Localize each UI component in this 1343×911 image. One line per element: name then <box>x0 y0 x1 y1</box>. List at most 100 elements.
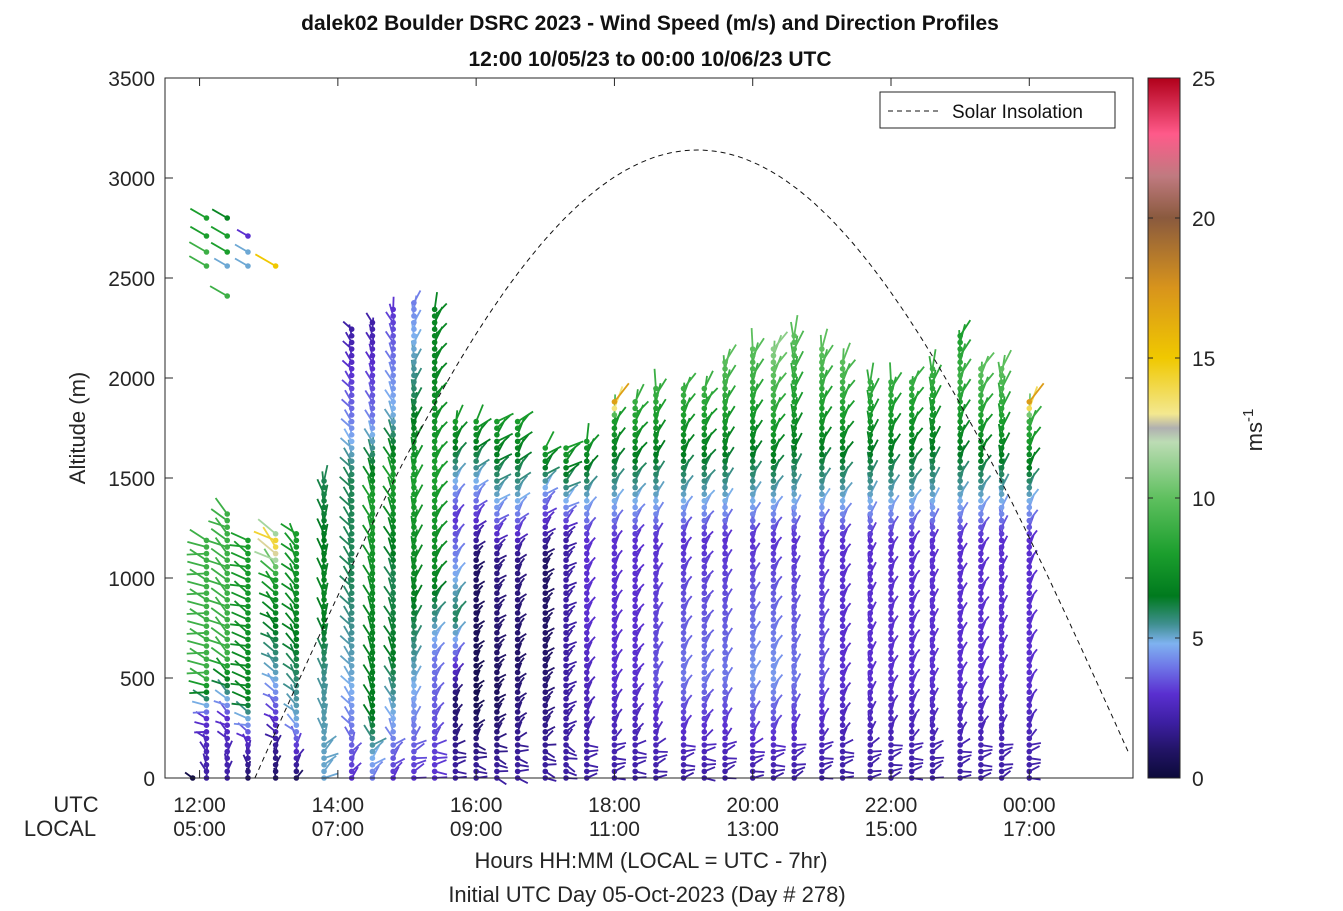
wind-barb-dot <box>929 484 936 491</box>
wind-barb-dot <box>452 498 459 504</box>
wind-barb-dot <box>293 531 300 537</box>
wind-barb-shaft <box>585 423 590 442</box>
wind-barb-dot <box>749 630 756 636</box>
wind-barb-dot <box>390 372 396 379</box>
wind-barb-dot <box>770 445 777 451</box>
wind-barb-dot <box>272 610 279 616</box>
wind-barb-dot <box>839 689 846 695</box>
wind-barb-dot <box>867 445 874 451</box>
wind-barb-dot <box>701 418 708 425</box>
wind-barb-dot <box>929 465 936 471</box>
wind-barb-dot <box>321 696 327 702</box>
wind-barb-dot <box>929 399 936 405</box>
wind-barb-dot <box>563 762 569 768</box>
wind-barb-dot <box>791 656 797 662</box>
wind-barb-dot <box>749 663 756 669</box>
wind-barb-dot <box>819 550 825 557</box>
wind-barb-dot <box>791 610 797 616</box>
wind-barb-dot <box>272 663 279 669</box>
wind-barb-dot <box>431 471 438 478</box>
wind-barb-dot <box>473 478 479 484</box>
wind-barb-dot <box>839 359 846 366</box>
wind-barb-dot <box>791 755 797 761</box>
wind-barb-dot <box>770 471 777 478</box>
wind-barb-dot <box>791 346 797 352</box>
wind-barb-dot <box>514 755 521 761</box>
wind-barb-dot <box>583 517 590 524</box>
wind-barb-dot <box>929 597 936 603</box>
wind-barb-dot <box>542 517 549 524</box>
wind-barb-dot <box>632 418 638 425</box>
wind-barb-dot <box>494 517 500 524</box>
wind-barb-dot <box>791 742 797 748</box>
wind-barb-dot <box>998 570 1005 577</box>
wind-barb-dot <box>819 663 825 669</box>
wind-barb-dot <box>819 511 825 517</box>
wind-barb-dot <box>998 412 1005 418</box>
wind-barb-dot <box>272 715 279 722</box>
wind-barb-dot <box>770 379 777 385</box>
wind-barb-dot <box>749 755 756 761</box>
wind-barb-dot <box>770 735 777 742</box>
wind-barb-dot <box>224 550 231 557</box>
wind-barb-dot <box>839 451 846 458</box>
wind-barb-dot <box>611 471 618 478</box>
wind-barb-shaft <box>790 383 796 402</box>
wind-barb-dot <box>749 583 756 590</box>
wind-barb-dot <box>452 438 459 445</box>
wind-barb-dot <box>839 682 846 689</box>
wind-barb-dot <box>888 392 894 399</box>
colorbar-tick-label: 10 <box>1192 488 1215 511</box>
wind-barb-dot <box>224 755 231 761</box>
wind-barb-dot <box>514 590 521 596</box>
wind-barb-dot <box>888 722 894 728</box>
wind-barb-dot <box>431 649 438 656</box>
wind-barb-dot <box>390 524 396 530</box>
wind-barb-dot <box>908 649 915 656</box>
wind-barb-shaft <box>841 359 857 376</box>
wind-barb-dot <box>998 379 1005 385</box>
wind-barb-dot <box>632 689 638 695</box>
wind-barb-shaft <box>362 683 374 700</box>
wind-barb-dot <box>680 412 687 418</box>
wind-barb-dot <box>888 610 894 616</box>
wind-barb-dot <box>1026 590 1033 596</box>
wind-barb-dot <box>611 425 618 432</box>
wind-barb-dot <box>583 748 590 755</box>
wind-barb-dot <box>293 544 300 550</box>
wind-barb-dot <box>888 636 894 643</box>
wind-barb-dot <box>791 379 797 385</box>
wind-barb-dot <box>998 689 1005 695</box>
wind-barb-dot <box>701 603 708 610</box>
wind-barb-dot <box>791 366 797 372</box>
wind-barb-dot <box>998 715 1005 722</box>
wind-barb-dot <box>369 768 376 775</box>
wind-barb-dot <box>348 623 355 629</box>
wind-barb-dot <box>245 709 251 715</box>
x-tick-label-local: 11:00 <box>589 818 640 841</box>
wind-barb-dot <box>611 418 618 425</box>
wind-barb-dot <box>452 517 459 524</box>
local-row-label: LOCAL <box>24 816 96 841</box>
wind-barb-dot <box>583 715 590 722</box>
wind-barb-dot <box>908 504 915 511</box>
wind-barb-dot <box>839 649 846 656</box>
wind-barb-dot <box>1026 649 1033 656</box>
wind-barb-dot <box>348 616 355 623</box>
wind-barb-dot <box>583 742 590 748</box>
wind-barb-dot <box>272 689 279 695</box>
wind-barb-dot <box>563 696 569 702</box>
wind-barb-dot <box>411 768 417 775</box>
wind-barb-dot <box>473 630 479 636</box>
wind-barb-dot <box>722 399 728 405</box>
wind-barb-dot <box>839 590 846 596</box>
wind-barb-dot <box>749 729 756 735</box>
wind-barb-shaft <box>890 371 903 390</box>
wind-barb-shaft <box>980 376 989 396</box>
wind-barb-dot <box>390 590 396 596</box>
wind-barb-dot <box>888 676 894 682</box>
wind-barb-shaft <box>496 432 514 443</box>
wind-barb-dot <box>272 616 279 623</box>
wind-barb-dot <box>245 663 251 669</box>
wind-barb-dot <box>563 471 569 478</box>
